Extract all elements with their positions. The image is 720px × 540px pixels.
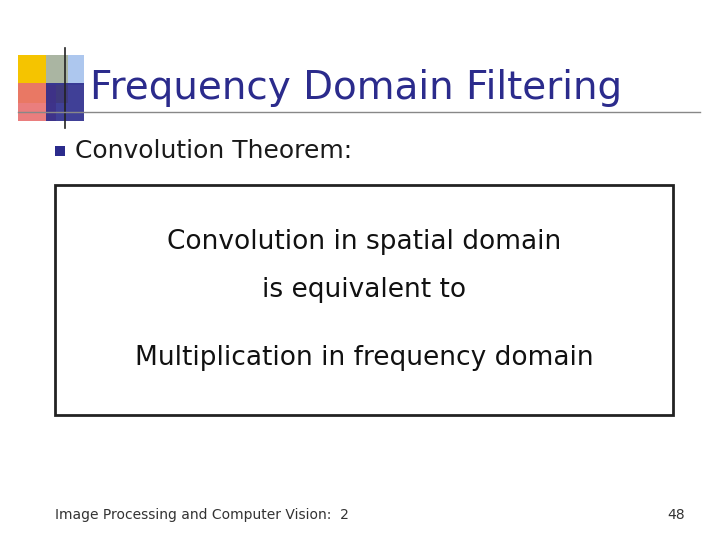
FancyBboxPatch shape <box>55 185 673 415</box>
Text: Convolution in spatial domain: Convolution in spatial domain <box>167 229 561 255</box>
Bar <box>46 83 84 121</box>
Text: Multiplication in frequency domain: Multiplication in frequency domain <box>135 345 593 371</box>
Text: Frequency Domain Filtering: Frequency Domain Filtering <box>90 69 622 107</box>
Text: 48: 48 <box>667 508 685 522</box>
Text: Convolution Theorem:: Convolution Theorem: <box>75 139 352 163</box>
Bar <box>18 55 68 103</box>
Bar <box>55 146 65 156</box>
Bar <box>18 83 56 121</box>
Bar <box>46 55 84 85</box>
Text: is equivalent to: is equivalent to <box>262 277 466 303</box>
Text: Image Processing and Computer Vision:  2: Image Processing and Computer Vision: 2 <box>55 508 349 522</box>
